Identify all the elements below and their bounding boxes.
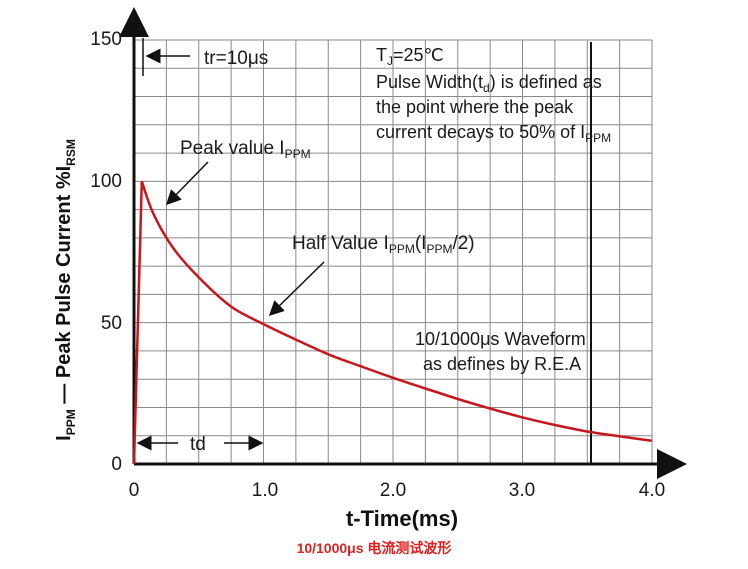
y-tick-100: 100 bbox=[90, 171, 122, 192]
y-axis-title: IPPM — Peak Pulse Current %IRSM bbox=[53, 139, 78, 441]
pulse-width-line-3: current decays to 50% of IPPM bbox=[376, 122, 611, 145]
caption: 10/1000μs 电流测试波形 bbox=[297, 540, 452, 556]
half-value-arrow bbox=[268, 261, 325, 317]
waveform-curve bbox=[132, 180, 653, 465]
y-tick-150: 150 bbox=[90, 29, 122, 50]
waveform-note-line-2: as defines by R.E.A bbox=[423, 354, 581, 374]
grid-lines bbox=[134, 39, 653, 464]
x-tick-0: 0 bbox=[129, 480, 140, 501]
td-label: td bbox=[190, 434, 206, 455]
y-tick-50: 50 bbox=[101, 313, 122, 334]
x-tick-2: 2.0 bbox=[380, 480, 406, 501]
peak-value-arrow bbox=[165, 161, 209, 206]
pulse-width-line-2: the point where the peak bbox=[376, 97, 574, 117]
half-value-label: Half Value IPPM(IPPM/2) bbox=[292, 233, 475, 256]
tr-label: tr=10μs bbox=[204, 48, 268, 69]
tj-label: TJ=25℃ bbox=[376, 45, 444, 68]
pulse-width-line-1: Pulse Width(td) is defined as bbox=[376, 72, 602, 95]
waveform-note-line-1: 10/1000μs Waveform bbox=[415, 329, 586, 349]
x-tick-3: 3.0 bbox=[509, 480, 535, 501]
y-tick-0: 0 bbox=[111, 454, 122, 475]
peak-value-label: Peak value IPPM bbox=[180, 138, 311, 161]
x-tick-4: 4.0 bbox=[639, 480, 665, 501]
x-tick-1: 1.0 bbox=[252, 480, 278, 501]
x-axis-title: t-Time(ms) bbox=[346, 506, 458, 531]
